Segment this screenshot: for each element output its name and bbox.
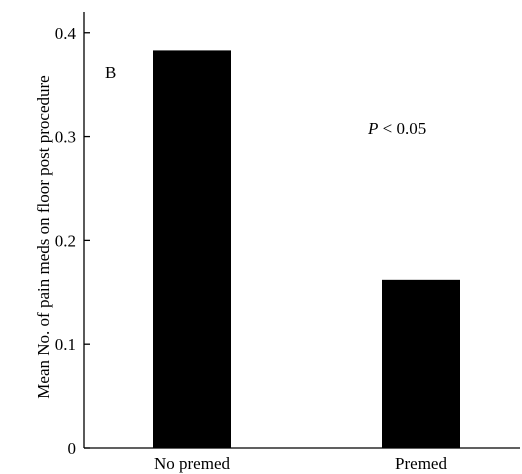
y-tick-label: 0.2 <box>55 231 76 250</box>
y-tick-label: 0.4 <box>55 24 77 43</box>
p-value-symbol: P <box>367 119 378 138</box>
y-tick-label: 0.1 <box>55 335 76 354</box>
x-tick-label: No premed <box>154 454 231 473</box>
bar-1 <box>153 50 231 449</box>
panel-label: B <box>105 63 116 82</box>
y-tick-label: 0.3 <box>55 128 76 147</box>
p-value-text: < 0.05 <box>378 119 426 138</box>
y-tick-label: 0 <box>68 439 77 458</box>
bar-2 <box>382 279 460 448</box>
bars <box>153 50 460 449</box>
y-axis: 0 0.1 0.2 0.3 0.4 <box>55 12 90 458</box>
x-tick-labels: No premed Premed <box>154 454 447 473</box>
p-value-annotation: P < 0.05 <box>367 119 426 138</box>
x-tick-label: Premed <box>395 454 447 473</box>
y-axis-label: Mean No. of pain meds on floor post proc… <box>34 75 53 398</box>
